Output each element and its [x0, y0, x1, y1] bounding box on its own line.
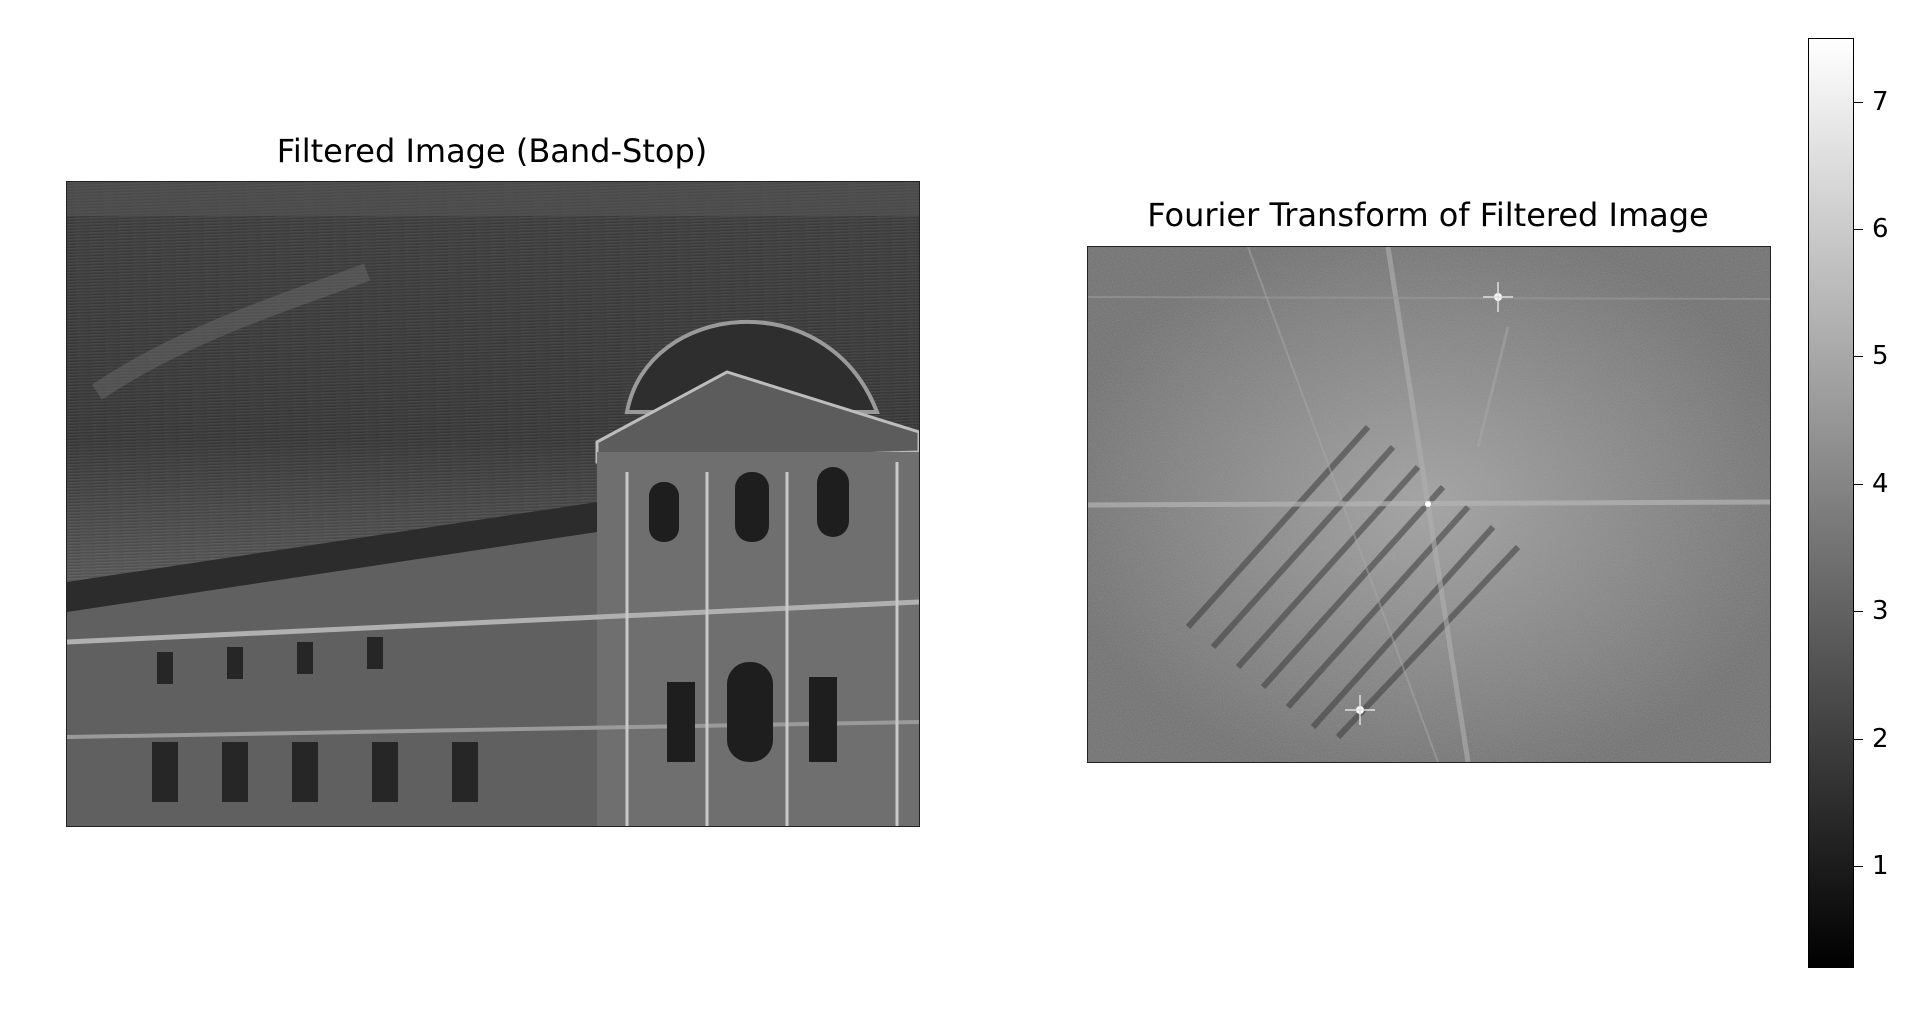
colorbar-tick-label: 4: [1872, 468, 1889, 499]
right-panel-title: Fourier Transform of Filtered Image: [1147, 196, 1709, 234]
fourier-spectrum-image: [1087, 246, 1771, 763]
colorbar-tick-label: 7: [1872, 86, 1889, 117]
left-panel-title: Filtered Image (Band-Stop): [276, 132, 708, 170]
filtered-image: [66, 181, 920, 827]
colorbar-tick-label: 5: [1872, 341, 1889, 372]
colorbar-tick-label: 6: [1872, 214, 1889, 245]
colorbar-tick: [1854, 483, 1863, 485]
colorbar-tick: [1854, 611, 1863, 613]
colorbar-tick: [1854, 356, 1863, 358]
colorbar-tick: [1854, 866, 1863, 868]
colorbar-tick: [1854, 229, 1863, 231]
building-facade-image: [67, 182, 919, 826]
colorbar-tick: [1854, 101, 1863, 103]
colorbar-tick-label: 1: [1872, 851, 1889, 882]
colorbar-tick-label: 3: [1872, 596, 1889, 627]
colorbar: [1808, 38, 1854, 968]
spectrum-plot: [1088, 247, 1770, 762]
colorbar-tick: [1854, 738, 1863, 740]
colorbar-tick-label: 2: [1872, 723, 1889, 754]
